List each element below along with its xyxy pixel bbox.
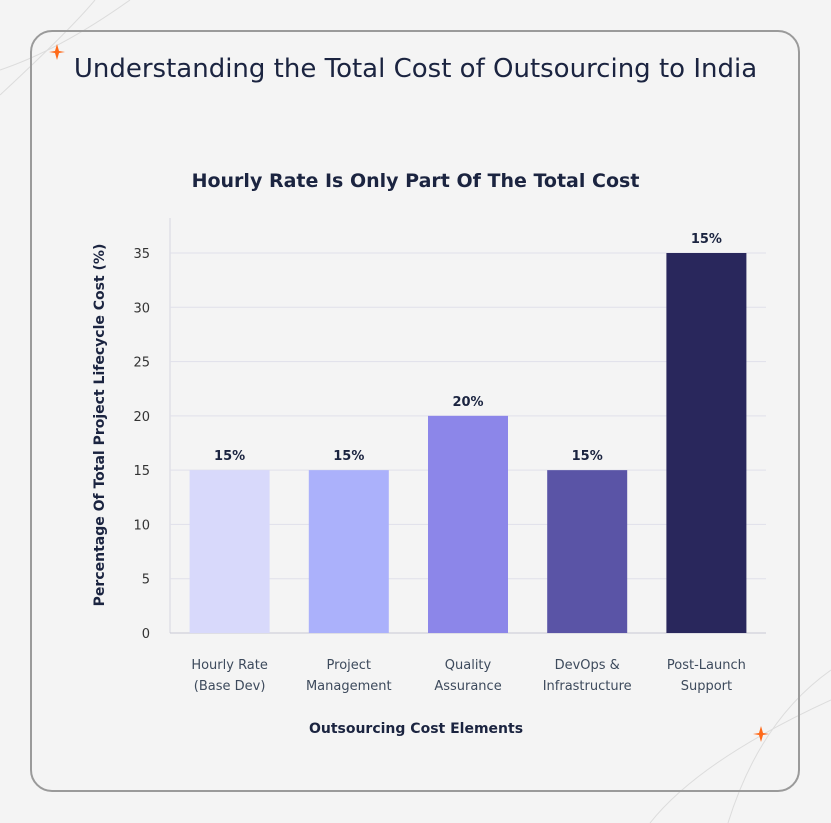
- x-tick-label: Post-Launch: [667, 658, 746, 673]
- y-tick-label: 0: [142, 627, 150, 642]
- y-tick-label: 10: [133, 518, 150, 533]
- x-tick-label: Quality: [445, 658, 492, 673]
- data-label: 20%: [452, 395, 483, 410]
- card: [30, 30, 800, 792]
- y-tick-label: 25: [133, 356, 150, 371]
- bar: [189, 470, 270, 633]
- chart-title: Hourly Rate Is Only Part Of The Total Co…: [191, 170, 640, 192]
- x-tick-label: Infrastructure: [543, 679, 632, 694]
- data-label: 15%: [333, 449, 364, 464]
- data-label: 15%: [572, 449, 603, 464]
- bar: [428, 415, 508, 633]
- x-tick-label: Project: [327, 658, 371, 673]
- page-title: Understanding the Total Cost of Outsourc…: [73, 54, 758, 84]
- x-axis-label: Outsourcing Cost Elements: [309, 721, 523, 737]
- data-label: 15%: [691, 232, 722, 247]
- bar: [666, 253, 747, 633]
- bar: [547, 470, 628, 633]
- sparkle-icon: [49, 44, 65, 60]
- y-tick-label: 5: [142, 573, 150, 588]
- x-tick-label: DevOps &: [555, 658, 620, 673]
- x-tick-label: Support: [681, 679, 732, 694]
- bar: [308, 470, 389, 633]
- y-tick-label: 30: [133, 301, 150, 316]
- sparkle-icon: [753, 726, 769, 742]
- data-label: 15%: [214, 449, 245, 464]
- x-tick-label: Management: [306, 679, 392, 694]
- y-tick-label: 35: [133, 247, 150, 262]
- x-tick-label: Assurance: [434, 679, 501, 694]
- y-tick-label: 20: [133, 410, 150, 425]
- y-axis-label: Percentage Of Total Project Lifecycle Co…: [92, 244, 108, 607]
- x-tick-label: (Base Dev): [194, 679, 266, 694]
- y-tick-label: 15: [133, 464, 150, 479]
- x-tick-label: Hourly Rate: [191, 658, 268, 673]
